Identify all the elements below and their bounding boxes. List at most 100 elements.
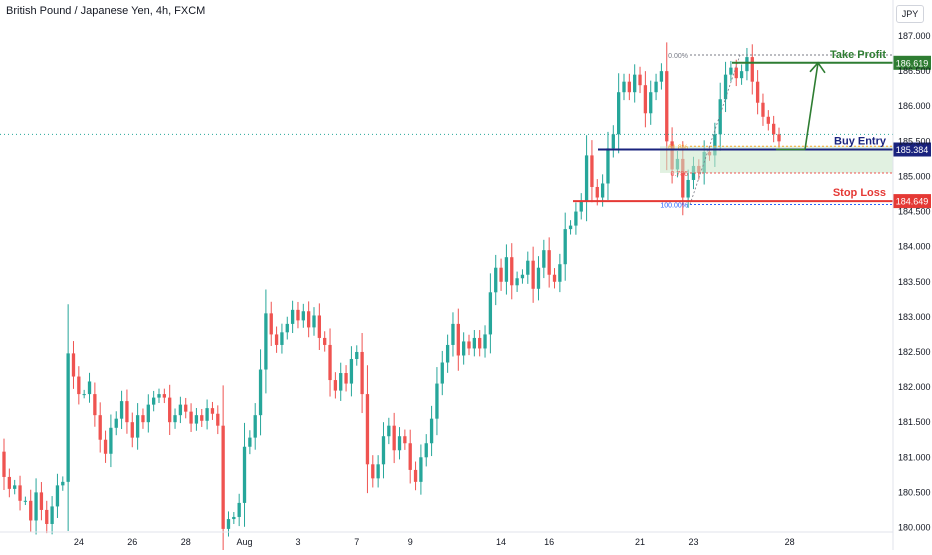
time-tick-label: 23 [688, 537, 698, 547]
time-axis: 24 26 28 Aug 3 7 9 14 16 21 23 28 [0, 531, 893, 547]
price-tick-label: 185.000 [898, 171, 931, 181]
candle-body [723, 74, 728, 100]
candle [55, 473, 60, 519]
candle-body [515, 278, 519, 286]
candle-body [488, 292, 493, 335]
candle [616, 73, 621, 154]
candle-body [584, 155, 589, 202]
candle-body [766, 116, 770, 124]
candle-body [403, 436, 407, 444]
candle-body [184, 404, 188, 412]
candle-body [611, 134, 615, 149]
candle-body [413, 469, 418, 482]
candle [488, 273, 493, 354]
candle-body [339, 373, 343, 391]
candle-body [226, 519, 231, 529]
candle [504, 244, 509, 295]
candle-body [93, 394, 97, 416]
candle-body [13, 485, 17, 489]
candle-body [445, 344, 450, 363]
candle [494, 254, 498, 306]
candle [178, 396, 183, 424]
candle-body [333, 380, 338, 391]
candle-body [221, 425, 225, 529]
candle [510, 243, 514, 300]
candle [547, 237, 551, 288]
candle [531, 246, 535, 303]
overlays-layer: 0.00% 61.8% 0.786 100.00% Take Profit 186.619… [0, 49, 931, 210]
candle [643, 71, 648, 128]
candle [66, 304, 70, 532]
price-axis: 187.000 186.500 186.000 185.500 185.000 184.5… [892, 0, 931, 550]
candle [606, 131, 610, 200]
candle-body [595, 186, 599, 198]
candle [285, 316, 289, 340]
candle-body [510, 257, 514, 286]
candle [750, 44, 754, 95]
candle-body [355, 351, 359, 359]
candle [119, 390, 124, 430]
candle-body [125, 401, 129, 423]
candle [23, 496, 28, 506]
candle-body [531, 260, 535, 289]
candle [317, 303, 322, 351]
candle-body [23, 500, 28, 502]
candle-body [536, 267, 541, 289]
candle [771, 115, 776, 143]
price-tick-label: 183.500 [898, 277, 931, 287]
candle-body [344, 373, 348, 384]
candle [633, 64, 637, 103]
candle-body [633, 74, 637, 93]
candle-body [194, 415, 199, 424]
candle-body [713, 134, 717, 156]
candle-body [232, 516, 236, 520]
candle-body [200, 415, 204, 421]
candle-body [750, 57, 754, 82]
candle-body [456, 323, 460, 356]
price-tick-label: 181.000 [898, 452, 931, 462]
candle [194, 407, 199, 431]
candle-body [328, 344, 332, 381]
candle [408, 429, 412, 484]
candle [745, 47, 749, 81]
candle-body [408, 443, 412, 470]
candle-body [168, 397, 172, 423]
candle [269, 301, 273, 347]
candle [520, 269, 525, 284]
fib-level-label: 61.8% [668, 144, 688, 151]
candle-body [435, 383, 439, 419]
currency-button[interactable]: JPY [896, 5, 924, 23]
candle-body [424, 443, 428, 458]
candle-body [55, 485, 60, 507]
candle-body [777, 134, 781, 142]
level-name-label: Stop Loss [833, 187, 886, 199]
candle-body [419, 457, 423, 482]
candle-body [526, 260, 530, 275]
candle [290, 300, 295, 334]
candle [638, 66, 642, 94]
candle-body [616, 92, 621, 135]
candle [184, 397, 188, 419]
candle-body [317, 315, 322, 338]
candle [718, 82, 722, 151]
candle-body [478, 337, 482, 349]
candle [424, 434, 428, 467]
candle [445, 334, 450, 373]
candle-body [681, 158, 685, 198]
candle-body [627, 81, 632, 93]
candle-body [552, 274, 557, 282]
candle-body [755, 81, 760, 103]
candle [339, 362, 343, 401]
candle [387, 417, 391, 445]
candle [189, 403, 193, 432]
candle-body [151, 397, 156, 405]
candle-body [638, 74, 642, 86]
time-tick-label: 9 [408, 537, 413, 547]
candle-body [745, 57, 749, 72]
time-tick-label: 26 [127, 537, 137, 547]
time-tick-label: 3 [295, 537, 300, 547]
candle-body [130, 422, 134, 438]
projection-arrow-shaft [804, 62, 819, 150]
